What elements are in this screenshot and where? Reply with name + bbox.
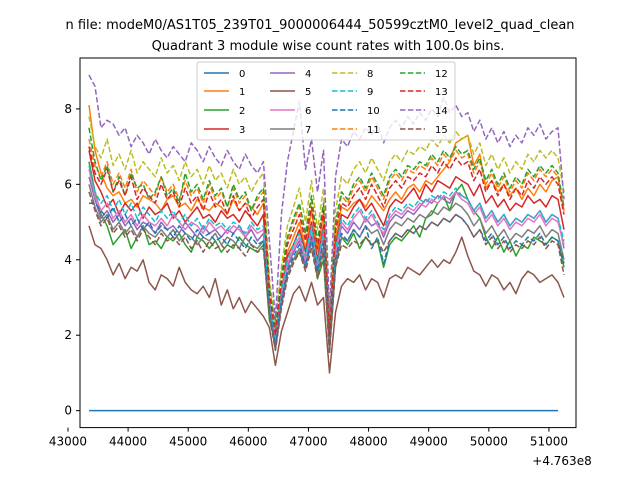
legend-label-10: 10 bbox=[367, 106, 380, 117]
series-line-13 bbox=[88, 146, 565, 336]
legend-label-2: 2 bbox=[239, 106, 245, 117]
legend-label-12: 12 bbox=[435, 69, 448, 80]
y-tick-label: 6 bbox=[64, 177, 72, 191]
series-layer bbox=[88, 74, 565, 412]
series-line-15 bbox=[88, 191, 565, 355]
legend-label-11: 11 bbox=[367, 125, 380, 136]
legend-label-0: 0 bbox=[239, 69, 245, 80]
legend-label-5: 5 bbox=[305, 87, 311, 98]
series-line-14 bbox=[88, 74, 565, 321]
axes-frame bbox=[79, 57, 577, 429]
x-tick-label: 45000 bbox=[169, 435, 207, 449]
chart-title: Quadrant 3 module wise count rates with … bbox=[152, 39, 505, 54]
x-tick-label: 48000 bbox=[349, 435, 387, 449]
x-tick-label: 51000 bbox=[530, 435, 568, 449]
axes: 43000 44000 45000 46000 47000 48000 49000 50000… bbox=[49, 102, 568, 449]
x-tick-label: 43000 bbox=[49, 435, 87, 449]
x-tick-label: 47000 bbox=[289, 435, 327, 449]
legend-label-7: 7 bbox=[305, 125, 311, 136]
legend-label-13: 13 bbox=[435, 87, 448, 98]
legend-label-3: 3 bbox=[239, 125, 245, 136]
legend-label-4: 4 bbox=[305, 69, 311, 80]
y-tick-label: 0 bbox=[64, 404, 72, 418]
legend-label-15: 15 bbox=[435, 125, 448, 136]
x-tick-label: 50000 bbox=[470, 435, 508, 449]
x-offset-label: +4.763e8 bbox=[532, 454, 591, 468]
chart-suptitle: n file: modeM0/AS1T05_239T01_9000006444_… bbox=[65, 18, 574, 33]
legend-label-9: 9 bbox=[367, 87, 373, 98]
x-tick-label: 44000 bbox=[109, 435, 147, 449]
legend-label-6: 6 bbox=[305, 106, 311, 117]
y-tick-label: 2 bbox=[64, 328, 72, 342]
series-line-8 bbox=[88, 116, 565, 325]
legend-label-8: 8 bbox=[367, 69, 373, 80]
series-line-5 bbox=[88, 225, 565, 374]
legend-label-14: 14 bbox=[435, 106, 448, 117]
x-tick-label: 46000 bbox=[229, 435, 267, 449]
y-tick-label: 8 bbox=[64, 102, 72, 116]
y-tick-label: 4 bbox=[64, 253, 72, 267]
legend-box bbox=[196, 61, 456, 141]
x-tick-label: 49000 bbox=[410, 435, 448, 449]
legend-label-1: 1 bbox=[239, 87, 245, 98]
